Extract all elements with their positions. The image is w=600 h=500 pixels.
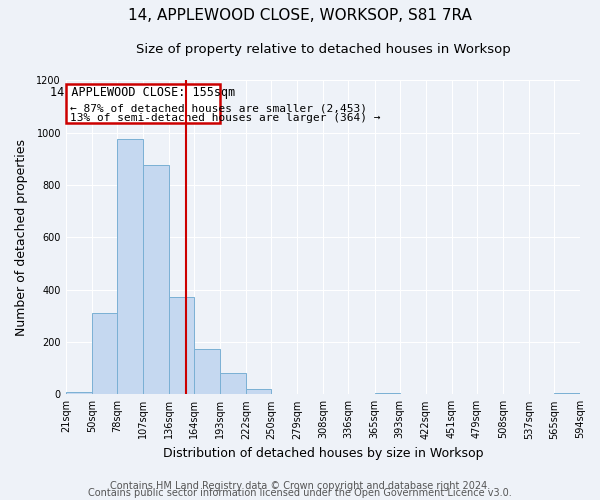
Text: Contains public sector information licensed under the Open Government Licence v3: Contains public sector information licen… — [88, 488, 512, 498]
Text: 13% of semi-detached houses are larger (364) →: 13% of semi-detached houses are larger (… — [70, 113, 381, 123]
Bar — [92, 313, 117, 394]
FancyBboxPatch shape — [66, 84, 220, 124]
Bar — [220, 374, 246, 394]
Bar — [374, 393, 400, 394]
Bar — [143, 166, 169, 394]
Text: 14 APPLEWOOD CLOSE: 155sqm: 14 APPLEWOOD CLOSE: 155sqm — [50, 86, 236, 100]
Y-axis label: Number of detached properties: Number of detached properties — [15, 139, 28, 336]
Text: Contains HM Land Registry data © Crown copyright and database right 2024.: Contains HM Land Registry data © Crown c… — [110, 481, 490, 491]
Bar — [194, 348, 220, 395]
X-axis label: Distribution of detached houses by size in Worksop: Distribution of detached houses by size … — [163, 447, 483, 460]
Bar — [66, 392, 92, 394]
Bar — [169, 298, 194, 394]
Bar — [117, 139, 143, 394]
Text: ← 87% of detached houses are smaller (2,453): ← 87% of detached houses are smaller (2,… — [70, 104, 367, 114]
Bar — [554, 393, 580, 394]
Text: 14, APPLEWOOD CLOSE, WORKSOP, S81 7RA: 14, APPLEWOOD CLOSE, WORKSOP, S81 7RA — [128, 8, 472, 22]
Bar — [246, 389, 271, 394]
Title: Size of property relative to detached houses in Worksop: Size of property relative to detached ho… — [136, 42, 510, 56]
